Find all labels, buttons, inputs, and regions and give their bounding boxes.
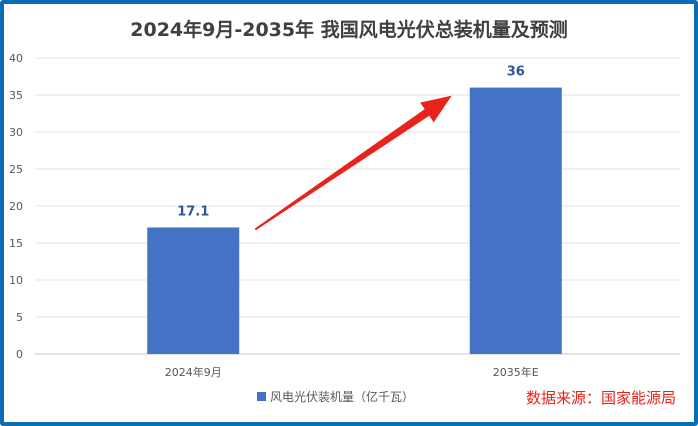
data-label: 36 <box>507 65 525 80</box>
x-tick-label: 2035年E <box>493 365 539 379</box>
bar <box>147 227 240 354</box>
trend-arrow <box>254 95 452 231</box>
bar <box>469 87 562 354</box>
source-note: 数据来源：国家能源局 <box>526 389 676 407</box>
y-tick-label: 10 <box>9 274 23 287</box>
y-tick-label: 40 <box>9 52 23 65</box>
y-tick-label: 0 <box>16 348 23 361</box>
legend-label: 风电光伏装机量（亿千瓦） <box>270 389 414 404</box>
y-tick-label: 30 <box>9 126 23 139</box>
legend: 风电光伏装机量（亿千瓦） <box>257 389 414 404</box>
legend-swatch <box>257 392 266 401</box>
y-tick-label: 25 <box>9 163 23 176</box>
y-tick-label: 15 <box>9 237 23 250</box>
arrow-shape <box>254 95 452 231</box>
data-label: 17.1 <box>177 204 209 219</box>
y-tick-label: 35 <box>9 89 23 102</box>
chart-title: 2024年9月-2035年 我国风电光伏总装机量及预测 <box>130 18 567 41</box>
x-tick-label: 2024年9月 <box>165 365 222 379</box>
y-tick-label: 5 <box>16 311 23 324</box>
y-tick-label: 20 <box>9 200 23 213</box>
